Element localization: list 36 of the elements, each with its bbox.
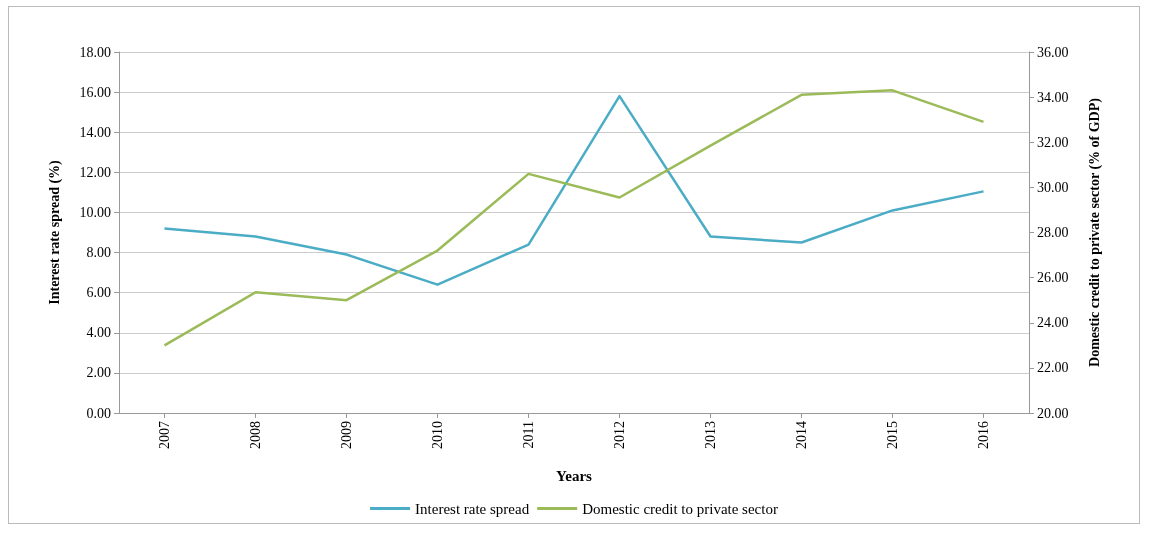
x-axis-title: Years — [556, 467, 593, 484]
legend-label: Interest rate spread — [415, 500, 530, 517]
x-tick-label: 2014 — [794, 421, 809, 449]
y-tick-label: 18.00 — [79, 44, 111, 60]
y2-tick-label: 22.00 — [1037, 360, 1069, 376]
y2-tick-label: 30.00 — [1037, 179, 1069, 195]
x-tick-label: 2008 — [248, 421, 263, 449]
y2-tick-label: 28.00 — [1037, 225, 1069, 240]
x-tick-label: 2013 — [703, 421, 718, 449]
y-tick-label: 6.00 — [86, 285, 111, 301]
y-axis-title: Interest rate spread (%) — [46, 159, 63, 305]
x-tick-label: 2011 — [521, 421, 536, 449]
y-tick-label: 10.00 — [79, 204, 111, 220]
line-series — [163, 89, 985, 347]
y2-tick-label: 32.00 — [1037, 134, 1069, 150]
line-series — [163, 94, 985, 286]
legend-label: Domestic credit to private sector — [582, 500, 778, 517]
x-tick-label: 2015 — [885, 421, 900, 449]
y-tick-label: 14.00 — [79, 124, 111, 140]
y2-tick-label: 20.00 — [1037, 405, 1069, 421]
x-tick-label: 2007 — [157, 421, 172, 449]
y-tick-label: 8.00 — [86, 245, 111, 261]
y-tick-label: 12.00 — [79, 164, 111, 180]
y-tick-label: 16.00 — [79, 84, 111, 100]
y-tick-label: 2.00 — [86, 365, 111, 381]
y-tick-label: 4.00 — [86, 325, 111, 341]
x-tick-label: 2009 — [339, 421, 354, 449]
x-tick-label: 2016 — [976, 421, 991, 449]
x-tick-label: 2010 — [430, 421, 445, 449]
y2-tick-label: 34.00 — [1037, 89, 1069, 105]
y2-tick-label: 24.00 — [1037, 315, 1069, 331]
y2-tick-label: 36.00 — [1037, 44, 1069, 60]
y2-tick-label: 26.00 — [1037, 270, 1069, 286]
y-tick-label: 0.00 — [86, 405, 111, 421]
x-tick-label: 2012 — [612, 421, 627, 449]
y2-axis-title: Domestic credit to private sector (% of GDP) — [1086, 97, 1103, 367]
